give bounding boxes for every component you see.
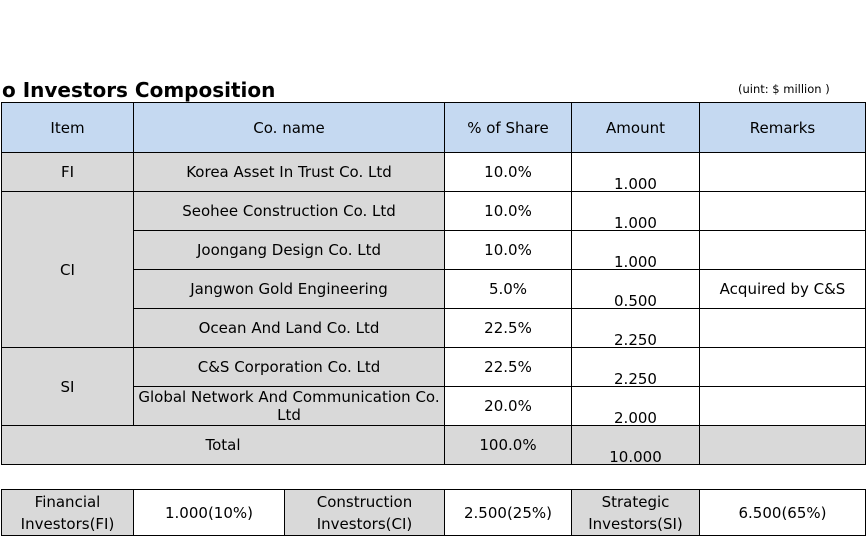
table-row: CI Seohee Construction Co. Ltd 10.0% 1.0…	[1, 191, 866, 348]
total-remarks	[699, 425, 866, 465]
share-cell: 10.0%	[444, 152, 572, 192]
amount-cell: 2.250	[571, 308, 700, 348]
amount-value: 2.250	[614, 331, 657, 348]
table-row: FI Korea Asset In Trust Co. Ltd 10.0% 1.…	[1, 152, 866, 192]
page-title: o Investors Composition	[2, 78, 276, 102]
total-row: Total 100.0% 10.000	[1, 425, 866, 465]
share-cell: 22.5%	[444, 308, 572, 348]
remarks-cell	[699, 191, 866, 231]
amount-value: 0.500	[614, 292, 657, 309]
amount-cell: 0.500	[571, 269, 700, 309]
share-cell: 22.5%	[444, 347, 572, 387]
summary-table: Financial Investors(FI) 1.000(10%) Const…	[1, 489, 866, 536]
group-si: SI	[1, 347, 134, 426]
header-remarks: Remarks	[699, 102, 866, 153]
remarks-cell	[699, 347, 866, 387]
table-row: Ocean And Land Co. Ltd 22.5% 2.250	[2, 308, 866, 348]
table-row: Global Network And Communication Co. Ltd…	[2, 386, 866, 426]
company-name: Global Network And Communication Co. Ltd	[133, 386, 445, 426]
summary-ci-label: Construction Investors(CI)	[284, 489, 445, 536]
remarks-cell	[699, 386, 866, 426]
company-name: Ocean And Land Co. Ltd	[133, 308, 445, 348]
total-amount: 10.000	[609, 448, 662, 465]
header-amount: Amount	[571, 102, 700, 153]
company-name: Jangwon Gold Engineering	[133, 269, 445, 309]
amount-value: 1.000	[614, 175, 657, 192]
table-row: SI C&S Corporation Co. Ltd 22.5% 2.250	[1, 347, 866, 426]
remarks-cell: Acquired by C&S	[699, 269, 866, 309]
table-header-row: Item Co. name % of Share Amount Remarks	[1, 102, 866, 153]
total-label: Total	[1, 425, 445, 465]
unit-note: (uint: $ million )	[738, 82, 830, 96]
share-cell: 10.0%	[444, 230, 572, 270]
company-name: Seohee Construction Co. Ltd	[133, 191, 445, 231]
remarks-cell	[699, 230, 866, 270]
amount-cell: 1.000	[571, 191, 700, 231]
group-ci: CI	[1, 191, 134, 348]
share-cell: 20.0%	[444, 386, 572, 426]
company-name: C&S Corporation Co. Ltd	[133, 347, 445, 387]
amount-cell: 2.250	[571, 347, 700, 387]
amount-value: 1.000	[614, 253, 657, 270]
summary-si-label: Strategic Investors(SI)	[571, 489, 700, 536]
company-name: Korea Asset In Trust Co. Ltd	[133, 152, 445, 192]
total-share: 100.0%	[444, 425, 572, 465]
amount-value: 2.250	[614, 370, 657, 387]
summary-ci-value: 2.500(25%)	[444, 489, 572, 536]
summary-si-value: 6.500(65%)	[699, 489, 866, 536]
amount-cell: 1.000	[571, 152, 700, 192]
amount-value: 2.000	[614, 409, 657, 426]
header-item: Item	[1, 102, 134, 153]
share-cell: 10.0%	[444, 191, 572, 231]
amount-value: 1.000	[614, 214, 657, 231]
share-cell: 5.0%	[444, 269, 572, 309]
table-row: Joongang Design Co. Ltd 10.0% 1.000	[2, 230, 866, 270]
amount-cell: 1.000	[571, 230, 700, 270]
group-fi: FI	[1, 152, 134, 192]
remarks-cell	[699, 152, 866, 192]
header-share: % of Share	[444, 102, 572, 153]
investors-table: Item Co. name % of Share Amount Remarks …	[1, 102, 866, 465]
company-name: Joongang Design Co. Ltd	[133, 230, 445, 270]
amount-cell: 2.000	[571, 386, 700, 426]
table-row: Jangwon Gold Engineering 5.0% 0.500 Acqu…	[2, 269, 866, 309]
summary-fi-label: Financial Investors(FI)	[1, 489, 134, 536]
summary-fi-value: 1.000(10%)	[133, 489, 285, 536]
remarks-cell	[699, 308, 866, 348]
header-co-name: Co. name	[133, 102, 445, 153]
summary-row: Financial Investors(FI) 1.000(10%) Const…	[1, 489, 866, 536]
total-amount-cell: 10.000	[571, 425, 700, 465]
